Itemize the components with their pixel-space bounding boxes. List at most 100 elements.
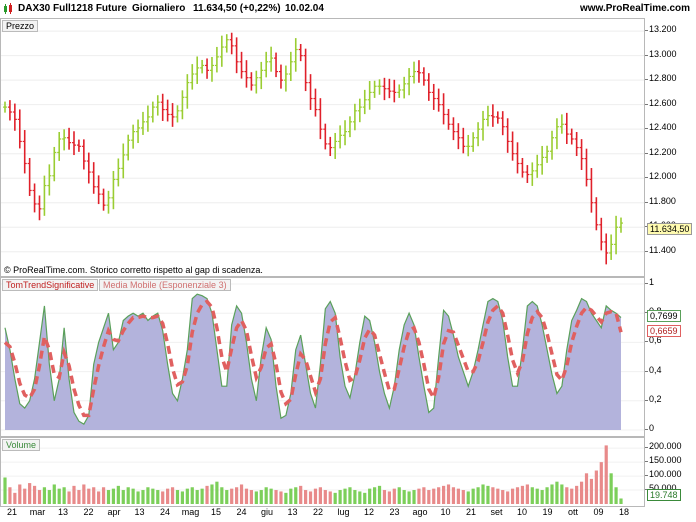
x-tick-label: 21 bbox=[465, 507, 477, 517]
volume-bar bbox=[520, 485, 525, 504]
clock-time: 10.02.04 bbox=[285, 3, 324, 14]
volume-bar bbox=[259, 490, 263, 504]
volume-bar bbox=[570, 488, 574, 504]
indicator-chart[interactable] bbox=[1, 278, 645, 437]
volume-bar bbox=[382, 490, 387, 504]
volume-bar bbox=[515, 487, 520, 504]
volume-bar bbox=[575, 485, 579, 504]
indicator-axis[interactable]: 10,80,60,40,20 0,7699 0,6659 bbox=[644, 277, 696, 437]
indicator-panel[interactable]: TomTrendSignificative Media Mobile (Espo… bbox=[0, 277, 645, 437]
price-tick-label: 13.000 bbox=[645, 48, 677, 59]
volume-tag[interactable]: Volume bbox=[2, 439, 41, 451]
price-panel[interactable]: Prezzo © ProRealTime.com. Storico corret… bbox=[0, 18, 645, 277]
volume-bar bbox=[446, 484, 451, 504]
volume-bar bbox=[333, 492, 337, 504]
x-tick-label: 13 bbox=[57, 507, 69, 517]
price-chart[interactable] bbox=[1, 19, 645, 277]
volume-panel[interactable]: Volume bbox=[0, 437, 645, 507]
indicator-tick-label: 1 bbox=[644, 277, 655, 287]
x-tick-label: giu bbox=[260, 507, 274, 517]
price-tick-label: 13.200 bbox=[645, 24, 677, 35]
volume-bar bbox=[77, 490, 81, 504]
volume-bar bbox=[215, 481, 219, 504]
volume-bar bbox=[387, 491, 391, 504]
indicator-tag[interactable]: TomTrendSignificative bbox=[2, 279, 99, 291]
last-price-label: 11.634,50 bbox=[647, 223, 693, 235]
volume-bar bbox=[392, 488, 396, 504]
volume-bar bbox=[373, 487, 377, 504]
volume-bar bbox=[220, 487, 224, 504]
volume-bar bbox=[87, 488, 91, 504]
volume-bar bbox=[476, 487, 480, 504]
volume-bar bbox=[397, 487, 401, 504]
volume-bar bbox=[481, 484, 485, 504]
volume-bar bbox=[97, 491, 101, 504]
volume-bar bbox=[264, 487, 268, 504]
price-tick-label: 12.600 bbox=[645, 97, 677, 108]
volume-bar bbox=[353, 490, 357, 504]
volume-bar bbox=[525, 484, 529, 504]
price-tick-label: 12.000 bbox=[645, 171, 677, 182]
x-tick-label: 15 bbox=[210, 507, 222, 517]
volume-bar bbox=[323, 490, 327, 504]
volume-bar bbox=[37, 490, 42, 504]
ema-tag[interactable]: Media Mobile (Esponenziale 3) bbox=[99, 279, 231, 291]
volume-tick-label: 200.000 bbox=[645, 441, 682, 452]
instrument-name: DAX30 Full1218 Future bbox=[18, 3, 127, 14]
volume-bar bbox=[530, 487, 534, 504]
volume-bar bbox=[412, 490, 416, 504]
volume-bar bbox=[348, 487, 352, 504]
volume-bar bbox=[377, 485, 382, 504]
volume-axis[interactable]: 200.000 150.000 100.000 50.000 19.748 bbox=[645, 437, 696, 507]
volume-bar bbox=[506, 491, 510, 504]
volume-bar bbox=[614, 487, 618, 504]
x-tick-label: 13 bbox=[287, 507, 298, 517]
volume-bar bbox=[230, 488, 234, 504]
brand-link[interactable]: www.ProRealTime.com bbox=[580, 3, 691, 14]
volume-bar bbox=[496, 488, 500, 504]
volume-tick-label: 50.000 bbox=[645, 483, 677, 493]
volume-bar bbox=[299, 485, 303, 504]
volume-bar bbox=[254, 491, 258, 504]
volume-bar bbox=[121, 490, 125, 504]
indicator-tick-label: 0,6 bbox=[645, 335, 662, 346]
price-axis[interactable]: 13.200 13.000 12.800 12.600 12.400 12.200 12.0… bbox=[645, 18, 696, 277]
price-tick-label: 12.200 bbox=[645, 146, 677, 157]
volume-bar bbox=[594, 470, 598, 504]
volume-chart[interactable] bbox=[1, 438, 645, 507]
volume-bar bbox=[47, 490, 51, 504]
volume-bar bbox=[52, 484, 56, 504]
volume-bar bbox=[540, 490, 544, 504]
x-tick-label: 22 bbox=[83, 507, 94, 517]
volume-bar bbox=[304, 490, 308, 504]
x-tick-label: 10 bbox=[440, 507, 451, 517]
indicator-area bbox=[5, 294, 621, 430]
indicator-value: 0,7699 bbox=[647, 310, 681, 322]
volume-bar bbox=[111, 488, 116, 504]
indicator-tick-label: 0 bbox=[644, 423, 655, 433]
x-tick-label: ago bbox=[412, 507, 428, 517]
volume-bar bbox=[402, 490, 406, 504]
volume-bar bbox=[471, 488, 475, 504]
volume-bar bbox=[195, 490, 199, 504]
volume-bar bbox=[358, 491, 362, 504]
price-tick-label: 11.800 bbox=[645, 195, 676, 206]
volume-bar bbox=[126, 487, 130, 504]
chart-header: DAX30 Full1218 Future Giornaliero 11.634… bbox=[0, 0, 696, 19]
volume-bar bbox=[244, 488, 249, 504]
price-tick-label: 12.800 bbox=[645, 73, 677, 84]
volume-bar bbox=[136, 491, 140, 504]
price-panel-tag[interactable]: Prezzo bbox=[2, 20, 39, 32]
volume-bar bbox=[289, 488, 293, 504]
volume-bar bbox=[343, 488, 347, 504]
x-axis[interactable]: 21 mar 13 22 apr 13 24 mag 15 24 giu 13 22 lug 12 23 ago… bbox=[0, 507, 645, 522]
volume-tick-label: 150.000 bbox=[645, 455, 682, 466]
volume-bar bbox=[550, 484, 554, 504]
volume-bar bbox=[565, 487, 569, 504]
x-tick-label: 21 bbox=[6, 507, 18, 517]
volume-bar bbox=[368, 488, 372, 504]
volume-bar bbox=[141, 490, 145, 504]
volume-bar bbox=[210, 484, 214, 504]
volume-bar bbox=[131, 488, 135, 504]
volume-bar bbox=[510, 488, 515, 504]
